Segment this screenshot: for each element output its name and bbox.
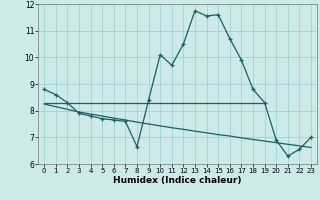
X-axis label: Humidex (Indice chaleur): Humidex (Indice chaleur) [113, 176, 242, 185]
